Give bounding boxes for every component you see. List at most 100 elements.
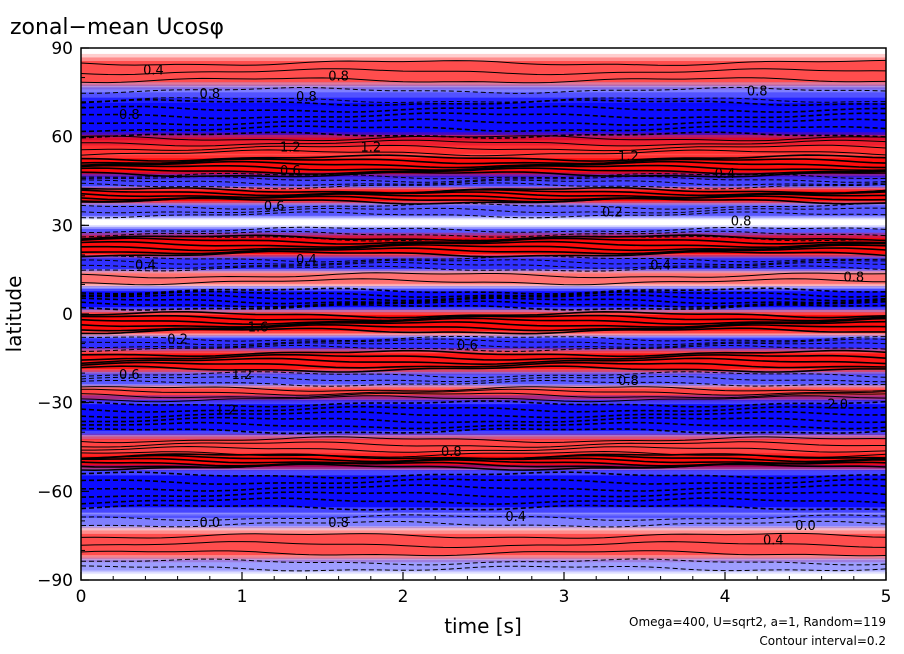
contour-band-4-line-2 bbox=[81, 160, 886, 169]
y-tick-label-0: 90 bbox=[51, 39, 73, 59]
contour-label-15: 0.4 bbox=[135, 259, 156, 274]
contour-band-2-line-1 bbox=[81, 105, 886, 113]
contour-label-2: 0.8 bbox=[199, 87, 220, 102]
contour-band-6-line-5 bbox=[81, 197, 886, 205]
band-7-level-1 bbox=[81, 205, 886, 216]
contour-band-1-line-0 bbox=[81, 86, 886, 94]
contour-band-5-line-2 bbox=[81, 179, 886, 186]
contour-label-16: 0.8 bbox=[843, 270, 864, 285]
contour-band-19-line-0 bbox=[81, 436, 886, 444]
contour-band-2-line-0 bbox=[81, 98, 886, 107]
band-23-level-3 bbox=[81, 526, 886, 563]
contour-band-15-line-0 bbox=[81, 349, 886, 358]
contour-band-4-line-3 bbox=[81, 164, 886, 172]
contour-band-18-line-3 bbox=[81, 416, 886, 424]
y-tick-label-5: −60 bbox=[37, 482, 73, 502]
contour-band-22-line-0 bbox=[81, 514, 886, 521]
contour-band-22-line-1 bbox=[81, 520, 886, 528]
band-15-level-1 bbox=[81, 353, 886, 370]
contour-band-13-line-0 bbox=[81, 310, 886, 319]
contour-band-10-line-1 bbox=[81, 259, 886, 266]
contour-interval-annotation: Contour interval=0.2 bbox=[759, 634, 886, 648]
contour-band-12-line-0 bbox=[81, 287, 886, 295]
contour-label-12: 0.2 bbox=[602, 205, 623, 220]
contour-band-3-line-0 bbox=[81, 135, 886, 142]
y-tick-label-1: 60 bbox=[51, 128, 73, 148]
y-axis: 90 60 30 0 −30 −60 −90 bbox=[37, 39, 89, 591]
contour-band-12-line-1 bbox=[81, 290, 886, 298]
contour-label-30: 0.4 bbox=[763, 534, 784, 549]
contour-band-11-line-1 bbox=[81, 278, 886, 286]
contour-label-25: 2.0 bbox=[827, 398, 848, 413]
contour-label-23: 0.8 bbox=[618, 374, 639, 389]
band-16-level-1 bbox=[81, 373, 886, 385]
contour-band-20-line-2 bbox=[81, 457, 886, 465]
contour-band-21-line-0 bbox=[81, 471, 886, 479]
contour-band-18-line-5 bbox=[81, 427, 886, 435]
chart-title: zonal−mean Ucosφ bbox=[10, 15, 224, 40]
contour-band-9-line-0 bbox=[81, 234, 886, 242]
band-16-level-3 bbox=[81, 370, 886, 388]
contour-band-14-line-1 bbox=[81, 338, 886, 346]
band-24-level-1 bbox=[81, 559, 886, 571]
contour-label-24: 1.2 bbox=[216, 403, 237, 418]
contour-band-3-line-2 bbox=[81, 144, 886, 152]
x-tick-label-1: 1 bbox=[237, 587, 248, 607]
contour-band-24-line-0 bbox=[81, 558, 886, 566]
contour-band-13-line-4 bbox=[81, 323, 886, 332]
band-20-level-1 bbox=[81, 456, 886, 468]
x-tick-label-3: 3 bbox=[559, 587, 570, 607]
parameter-annotation: Omega=400, U=sqrt2, a=1, Random=119 bbox=[629, 615, 886, 629]
contour-band-18-line-4 bbox=[81, 421, 886, 430]
contour-band-10-line-2 bbox=[81, 261, 886, 269]
band-7-level-3 bbox=[81, 201, 886, 220]
contour-label-14: 0.4 bbox=[296, 253, 317, 268]
contour-band-17-line-0 bbox=[81, 386, 886, 392]
contour-label-28: 0.8 bbox=[328, 516, 349, 531]
contour-band-9-line-5 bbox=[81, 250, 886, 258]
contour-band-13-line-1 bbox=[81, 314, 886, 322]
band-10-level-1 bbox=[81, 258, 886, 270]
band-22-level-1 bbox=[81, 515, 886, 527]
y-axis-label: latitude bbox=[2, 276, 26, 353]
contour-band-5-line-0 bbox=[81, 172, 886, 180]
contour-band-2-line-3 bbox=[81, 118, 886, 126]
contour-band-14-line-2 bbox=[81, 342, 886, 349]
contour-label-9: 0.6 bbox=[280, 164, 301, 179]
contour-label-27: 0.0 bbox=[199, 516, 220, 531]
contour-band-18-line-0 bbox=[81, 400, 886, 408]
contour-band-15-line-2 bbox=[81, 357, 886, 366]
contour-band-8-line-1 bbox=[81, 230, 886, 238]
contour-label-5: 0.8 bbox=[119, 108, 140, 123]
contour-label-22: 1.2 bbox=[232, 368, 253, 383]
contour-band-17-line-3 bbox=[81, 395, 886, 403]
band-14-level-1 bbox=[81, 338, 886, 349]
contour-band-7-line-0 bbox=[81, 202, 886, 210]
contour-band-8-line-0 bbox=[81, 226, 886, 233]
contour-band-21-line-1 bbox=[81, 478, 886, 485]
contour-label-4: 0.8 bbox=[747, 84, 768, 99]
contour-label-10: 0.4 bbox=[715, 167, 736, 182]
band-22-level-2 bbox=[81, 513, 886, 528]
contour-band-7-line-2 bbox=[81, 211, 886, 219]
contour-labels: 0.4 0.8 0.8 0.8 0.8 0.8 1.2 1.2 1.2 0.6 0.4 0.6 0.2 0… bbox=[119, 64, 864, 549]
contour-label-18: 1.6 bbox=[248, 321, 269, 336]
contour-band-7-line-1 bbox=[81, 207, 886, 214]
y-tick-label-4: −30 bbox=[37, 394, 73, 414]
x-tick-label-0: 0 bbox=[76, 587, 87, 607]
contour-band-13-line-2 bbox=[81, 317, 886, 326]
contour-band-23-line-0 bbox=[81, 532, 886, 539]
band-8-level-1 bbox=[81, 228, 886, 240]
contour-band-15-line-4 bbox=[81, 365, 886, 373]
x-axis-label: time [s] bbox=[444, 614, 522, 638]
contour-band-21-line-2 bbox=[81, 484, 886, 492]
contour-label-31: 0.0 bbox=[795, 519, 816, 534]
contour-label-20: 0.6 bbox=[457, 338, 478, 353]
contour-label-0: 0.4 bbox=[143, 64, 164, 79]
band-11-level-3 bbox=[81, 269, 886, 288]
contour-band-5-line-1 bbox=[81, 176, 886, 183]
contour-band-10-line-3 bbox=[81, 265, 886, 272]
contour-band-0-line-0 bbox=[81, 59, 886, 66]
band-11-level-1 bbox=[81, 273, 886, 284]
contour-band-14-line-0 bbox=[81, 335, 886, 342]
